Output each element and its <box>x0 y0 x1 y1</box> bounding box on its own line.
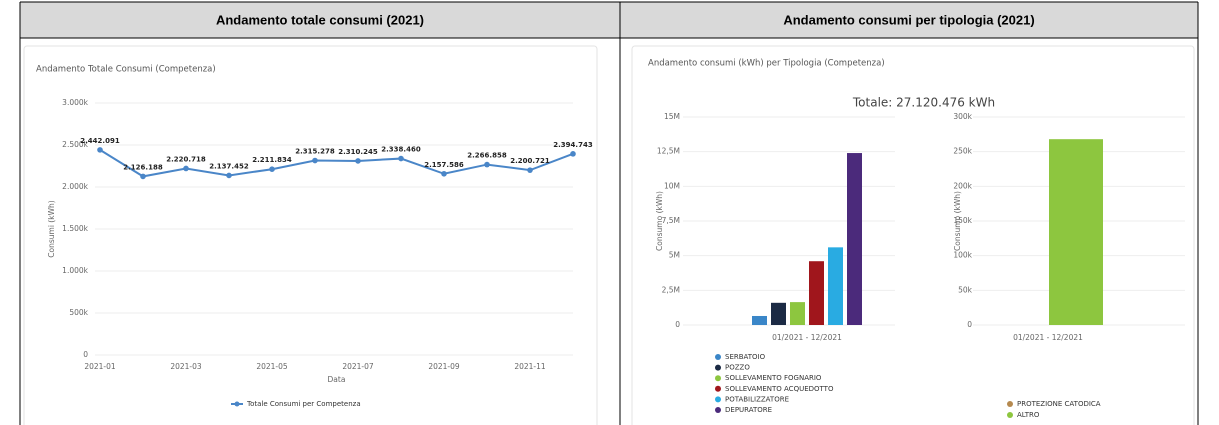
data-point <box>312 157 318 164</box>
y-axis-label: Consumo (kWh) <box>953 191 962 251</box>
data-label: 2.126.188 <box>123 163 163 171</box>
chart-subtitle: Totale: 27.120.476 kWh <box>852 96 995 110</box>
y-tick-label: 2.500k <box>62 140 88 149</box>
x-tick-label: 2021-07 <box>342 362 374 371</box>
x-tick-label: 2021-03 <box>170 362 202 371</box>
legend-label: SOLLEVAMENTO FOGNARIO <box>725 374 822 382</box>
y-tick-label: 7,5M <box>662 216 680 225</box>
y-tick-label: 2.000k <box>62 182 88 191</box>
series-line <box>99 149 574 178</box>
data-point <box>183 165 189 172</box>
data-point <box>398 155 404 162</box>
data-point <box>140 173 146 180</box>
data-label: 2.310.245 <box>338 148 378 156</box>
legend-label: DEPURATORE <box>725 406 772 414</box>
x-tick-label: 01/2021 - 12/2021 <box>772 333 842 342</box>
legend-marker <box>715 375 721 382</box>
y-tick-label: 2,5M <box>662 285 680 294</box>
y-tick-label: 10M <box>664 181 680 190</box>
data-label: 2.211.834 <box>252 156 292 164</box>
y-tick-label: 1.500k <box>62 224 88 233</box>
column-header: Andamento consumi per tipologia (2021) <box>783 12 1034 27</box>
legend-marker <box>715 354 721 360</box>
chart-title: Andamento consumi (kWh) per Tipologia (C… <box>648 59 885 69</box>
data-label: 2.157.586 <box>424 161 464 169</box>
y-tick-label: 15M <box>664 112 680 121</box>
bar <box>771 302 786 325</box>
data-point <box>226 172 232 179</box>
data-label: 2.394.743 <box>553 141 593 149</box>
data-point <box>355 158 361 164</box>
data-label: 2.200.721 <box>510 157 550 165</box>
y-tick-label: 50k <box>958 285 973 294</box>
data-point <box>570 151 576 157</box>
legend-marker <box>1007 412 1013 418</box>
x-tick-label: 2021-05 <box>256 362 288 371</box>
legend-label: SOLLEVAMENTO ACQUEDOTTO <box>725 385 834 393</box>
legend-marker <box>1007 401 1013 407</box>
x-tick-label: 01/2021 - 12/2021 <box>1013 333 1083 342</box>
bar <box>847 153 862 325</box>
y-tick-label: 0 <box>83 350 88 359</box>
x-tick-label: 2021-09 <box>428 362 460 371</box>
legend-label: POZZO <box>725 364 750 372</box>
y-tick-label: 150k <box>953 216 972 225</box>
y-tick-label: 12,5M <box>657 147 680 156</box>
legend-marker <box>234 401 240 407</box>
data-label: 2.442.091 <box>80 137 120 145</box>
header-row <box>20 2 1198 38</box>
legend-label: SERBATOIO <box>725 353 766 361</box>
y-axis-label: Consumi (kWh) <box>47 200 56 257</box>
legend-marker <box>715 364 721 371</box>
legend-marker <box>715 407 721 413</box>
bar <box>752 315 767 325</box>
y-tick-label: 200k <box>953 181 972 190</box>
x-axis-label: Data <box>328 375 346 384</box>
legend-label: PROTEZIONE CATODICA <box>1017 400 1101 408</box>
data-point <box>527 167 533 173</box>
data-label: 2.220.718 <box>166 155 206 163</box>
data-point <box>97 147 103 153</box>
column-header: Andamento totale consumi (2021) <box>216 12 424 27</box>
data-label: 2.338.460 <box>381 146 421 154</box>
data-label: 2.137.452 <box>209 162 249 170</box>
legend-marker <box>715 396 721 403</box>
legend-label: ALTRO <box>1017 411 1040 419</box>
y-tick-label: 0 <box>675 320 680 329</box>
y-tick-label: 300k <box>953 112 972 121</box>
y-tick-label: 100k <box>953 251 972 260</box>
chart-card <box>23 45 598 425</box>
legend-label: Totale Consumi per Competenza <box>246 400 361 408</box>
bar <box>809 261 824 325</box>
y-axis-label: Consumo (kWh) <box>655 191 664 251</box>
legend-marker <box>715 385 721 392</box>
y-tick-label: 500k <box>69 308 88 317</box>
bar <box>790 302 805 325</box>
data-point <box>441 170 447 177</box>
data-label: 2.266.858 <box>467 152 507 160</box>
x-tick-label: 2021-11 <box>514 362 546 371</box>
legend-label: POTABILIZZATORE <box>725 395 789 403</box>
bar <box>828 247 843 325</box>
y-tick-label: 5M <box>669 251 680 260</box>
x-tick-label: 2021-01 <box>84 362 116 371</box>
data-label: 2.315.278 <box>295 148 335 156</box>
y-tick-label: 3.000k <box>62 98 88 107</box>
y-tick-label: 250k <box>953 147 972 156</box>
y-tick-label: 0 <box>967 320 972 329</box>
chart-title: Andamento Totale Consumi (Competenza) <box>36 65 216 75</box>
bar <box>1049 139 1103 325</box>
data-point <box>269 166 275 173</box>
data-point <box>484 161 490 168</box>
y-tick-label: 1.000k <box>62 266 88 275</box>
